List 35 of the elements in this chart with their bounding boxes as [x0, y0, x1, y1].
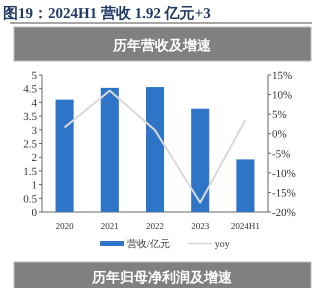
x-tick-label: 2021 — [100, 221, 119, 231]
y2-tick-label: 10% — [272, 90, 292, 102]
y-tick-label: 3 — [32, 124, 38, 137]
bar — [56, 100, 74, 212]
x-tick-label: 2024H1 — [230, 221, 260, 231]
bar — [146, 87, 164, 212]
chart-title: 图19：2024H1 营收 1.92 亿元+3 — [3, 5, 211, 22]
legend-label: yoy — [214, 239, 230, 250]
y2-tick-label: 0% — [272, 128, 287, 141]
y2-tick-label: -5% — [272, 148, 290, 160]
y-tick-label: 1 — [32, 180, 37, 192]
y-tick-label: 3.5 — [23, 111, 38, 124]
y2-tick-label: -10% — [272, 168, 296, 180]
bar — [236, 159, 254, 212]
y-tick-label: 5 — [32, 70, 38, 82]
y-tick-label: 4 — [32, 97, 38, 110]
y-tick-label: 4.5 — [23, 84, 38, 96]
y-tick-label: 2 — [32, 152, 37, 164]
y2-tick-label: -20% — [272, 207, 296, 219]
chart-subtitle: 历年营收及增速 — [112, 38, 212, 54]
y-tick-label: 2.5 — [23, 138, 38, 150]
bar — [100, 88, 119, 212]
x-tick-label: 2023 — [191, 221, 210, 231]
x-tick-label: 2022 — [146, 221, 164, 231]
text: 历年归母净利润及增速 — [91, 269, 233, 286]
line-series — [64, 90, 246, 204]
y-tick-label: 1.5 — [23, 166, 38, 178]
legend-label: 营收/亿元 — [127, 238, 170, 250]
y2-tick-label: -15% — [272, 187, 296, 200]
y2-tick-label: 15% — [272, 70, 292, 82]
y2-tick-label: 5% — [272, 109, 287, 122]
x-tick-label: 2020 — [56, 221, 74, 231]
bar — [191, 108, 210, 212]
y-tick-label: 0.5 — [23, 193, 38, 206]
y-tick-label: 0 — [32, 207, 38, 219]
